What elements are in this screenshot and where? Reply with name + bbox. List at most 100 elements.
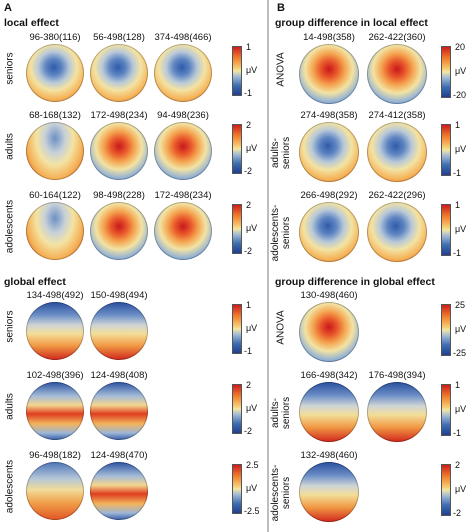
time-window-label: 374-498(466) [154, 32, 212, 43]
time-window-label: 166-498(342) [300, 370, 358, 381]
colorbar [441, 384, 451, 436]
time-window-label: 262-422(296) [368, 190, 426, 201]
section-title: global effect [4, 276, 66, 288]
row-label: adolescents [4, 459, 16, 514]
topographic-map [90, 462, 148, 520]
colorbar-max-label: 1 [246, 300, 252, 310]
section-title: group difference in global effect [275, 276, 435, 288]
topographic-map [90, 202, 148, 260]
time-window-label: 130-498(460) [300, 290, 358, 301]
colorbar-unit-label: μV [455, 224, 467, 234]
topographic-map [90, 382, 148, 440]
topographic-map [299, 382, 359, 442]
colorbar-min-label: -1 [453, 248, 462, 258]
colorbar-min-label: -2 [453, 508, 462, 518]
time-window-label: 262-422(360) [368, 32, 426, 43]
colorbar [441, 124, 451, 176]
time-window-label: 56-498(128) [93, 32, 145, 43]
row-label: adolescents- seniors [270, 204, 292, 262]
colorbar-max-label: 2 [246, 380, 252, 390]
colorbar-unit-label: μV [246, 403, 258, 413]
row-label: adults [4, 133, 16, 160]
section-title: group difference in local effect [275, 17, 428, 29]
topographic-map [26, 302, 84, 360]
time-window-label: 132-498(460) [300, 450, 358, 461]
topographic-map [367, 122, 427, 182]
time-window-label: 124-498(470) [90, 450, 148, 461]
colorbar-unit-label: μV [246, 65, 258, 75]
topographic-map [26, 382, 84, 440]
colorbar-min-label: -1 [453, 168, 462, 178]
row-label: seniors [4, 52, 16, 85]
colorbar-max-label: 1 [455, 200, 461, 210]
section-title: local effect [4, 17, 59, 29]
colorbar-unit-label: μV [246, 223, 258, 233]
colorbar-min-label: -20 [453, 90, 467, 100]
time-window-label: 68-168(132) [29, 110, 81, 121]
colorbar-min-label: -2 [244, 166, 253, 176]
topographic-map [26, 462, 84, 520]
time-window-label: 94-498(236) [157, 110, 209, 121]
topographic-map [367, 382, 427, 442]
topographic-map [26, 44, 84, 102]
row-label: seniors [4, 310, 16, 343]
colorbar [441, 46, 451, 98]
colorbar-max-label: 2 [455, 460, 461, 470]
row-label: adults [4, 393, 16, 420]
time-window-label: 96-380(116) [29, 32, 81, 43]
time-window-label: 150-498(494) [90, 290, 148, 301]
colorbar-max-label: 1 [455, 120, 461, 130]
row-label: adolescents- seniors [270, 464, 292, 522]
topographic-map [154, 122, 212, 180]
row-label: adults- seniors [270, 136, 292, 170]
colorbar [232, 384, 242, 434]
topographic-map [90, 302, 148, 360]
colorbar-max-label: 2 [246, 200, 252, 210]
colorbar [441, 464, 451, 516]
row-label: ANOVA [275, 310, 287, 345]
time-window-label: 134-498(492) [26, 290, 84, 301]
time-window-label: 274-412(358) [368, 110, 426, 121]
colorbar-unit-label: μV [246, 323, 258, 333]
time-window-label: 98-498(228) [93, 190, 145, 201]
colorbar-unit-label: μV [455, 484, 467, 494]
colorbar-min-label: -2.5 [244, 506, 260, 516]
time-window-label: 96-498(182) [29, 450, 81, 461]
colorbar [232, 124, 242, 174]
panel-b-letter: B [277, 2, 285, 14]
colorbar-unit-label: μV [246, 483, 258, 493]
colorbar-min-label: -2 [244, 426, 253, 436]
colorbar-min-label: -1 [244, 88, 253, 98]
time-window-label: 124-498(408) [90, 370, 148, 381]
panel-divider [267, 0, 269, 532]
colorbar-max-label: 25 [455, 300, 466, 310]
colorbar-min-label: -1 [453, 428, 462, 438]
colorbar [232, 204, 242, 254]
colorbar-max-label: 2 [246, 120, 252, 130]
topographic-map [299, 202, 359, 262]
colorbar-unit-label: μV [455, 404, 467, 414]
topographic-map [26, 122, 84, 180]
colorbar-max-label: 1 [246, 42, 252, 52]
topographic-map [367, 44, 427, 104]
time-window-label: 274-498(358) [300, 110, 358, 121]
colorbar-max-label: 20 [455, 42, 466, 52]
colorbar-min-label: -1 [244, 346, 253, 356]
colorbar-max-label: 1 [455, 380, 461, 390]
topographic-map [299, 122, 359, 182]
colorbar-min-label: -25 [453, 348, 467, 358]
time-window-label: 102-498(396) [26, 370, 84, 381]
colorbar-unit-label: μV [455, 324, 467, 334]
topographic-map [299, 462, 359, 522]
row-label: adults- seniors [270, 396, 292, 430]
topographic-map [26, 202, 84, 260]
topographic-map [367, 202, 427, 262]
colorbar [232, 46, 242, 96]
colorbar [232, 304, 242, 354]
topographic-map [90, 122, 148, 180]
colorbar [232, 464, 242, 514]
time-window-label: 14-498(358) [303, 32, 355, 43]
time-window-label: 60-164(122) [29, 190, 81, 201]
